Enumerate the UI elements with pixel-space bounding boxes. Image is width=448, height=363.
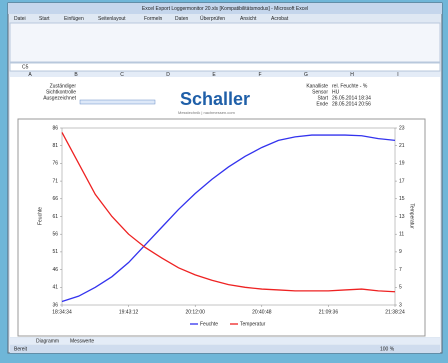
x-tick-label: 18:34:34 xyxy=(52,309,72,315)
y-tick-label: 66 xyxy=(52,196,58,202)
zoom: 100 % xyxy=(380,346,395,352)
info-value: HU xyxy=(332,89,340,95)
column-header xyxy=(10,72,440,77)
x-tick-label: 20:40:48 xyxy=(252,309,272,315)
sheet-tab[interactable]: Diagramm xyxy=(36,338,59,344)
y2-tick-label: 17 xyxy=(399,178,405,184)
blank xyxy=(76,80,176,117)
field-label: Ausgezeichnet xyxy=(43,95,76,101)
column-label: I xyxy=(397,72,398,78)
info-value: 28.05.2014 20:56 xyxy=(332,101,371,107)
column-label: B xyxy=(74,72,78,78)
x-tick-label: 21:38:24 xyxy=(385,309,405,315)
x-tick-label: 20:12:00 xyxy=(185,309,205,315)
info-label: Kanalliste xyxy=(306,83,328,89)
column-label: A xyxy=(28,72,32,78)
y-tick-label: 51 xyxy=(52,249,58,255)
y-tick-label: 41 xyxy=(52,285,58,291)
y-tick-label: 61 xyxy=(52,214,58,220)
y2-tick-label: 15 xyxy=(399,196,405,202)
column-label: E xyxy=(212,72,216,78)
y2-tick-label: 13 xyxy=(399,214,405,220)
ribbon xyxy=(9,22,441,63)
y-tick-label: 81 xyxy=(52,143,58,149)
y2-tick-label: 11 xyxy=(399,232,404,238)
logo: Schaller xyxy=(180,89,250,109)
column-label: F xyxy=(258,72,261,78)
formula-bar xyxy=(9,62,441,72)
y2-tick-label: 19 xyxy=(399,161,405,167)
ribbon-tab[interactable]: Formeln xyxy=(144,16,163,22)
series-line xyxy=(61,134,396,303)
status: Bereit xyxy=(14,346,28,352)
column-label: D xyxy=(166,72,170,78)
y-tick-label: 46 xyxy=(52,267,58,273)
tagline: Messtechnik | nachmessen.com xyxy=(178,110,236,115)
y2-axis-title: Temperatur xyxy=(409,203,415,229)
x-tick-label: 21:09:36 xyxy=(319,309,339,315)
y-tick-label: 36 xyxy=(52,302,58,308)
legend-label: Temperatur xyxy=(240,321,266,327)
field-label: Zuständiger xyxy=(50,83,77,89)
status-bar xyxy=(10,345,440,353)
info-value: 26.05.2014 18:34 xyxy=(332,95,371,101)
title-bar xyxy=(8,3,442,14)
chart-area xyxy=(17,118,426,337)
y2-tick-label: 21 xyxy=(399,143,405,149)
ribbon-tab[interactable]: Datei xyxy=(14,16,26,22)
column-label: G xyxy=(304,72,308,78)
ribbon-tab[interactable]: Überprüfen xyxy=(200,15,225,22)
y-tick-label: 56 xyxy=(52,232,58,238)
info-label: Ende xyxy=(316,101,328,107)
x-tick-label: 19:43:12 xyxy=(119,309,139,315)
window-title: Excel Export Loggermonitor 20.xls [Kompa… xyxy=(142,6,308,12)
ribbon-tab[interactable]: Acrobat xyxy=(271,16,289,22)
column-label: C xyxy=(120,72,124,78)
y-tick-label: 76 xyxy=(52,161,58,167)
cell-ref: C5 xyxy=(22,64,29,70)
y2-tick-label: 5 xyxy=(399,285,402,291)
y-tick-label: 86 xyxy=(52,125,58,131)
legend-label: Feuchte xyxy=(200,321,218,327)
y2-tick-label: 3 xyxy=(399,302,402,308)
y2-tick-label: 7 xyxy=(399,267,402,273)
ribbon-tab[interactable]: Start xyxy=(39,16,50,22)
y2-tick-label: 9 xyxy=(399,249,402,255)
y-axis-title: Feuchte xyxy=(37,207,43,225)
y2-tick-label: 23 xyxy=(399,125,405,131)
ribbon-tab[interactable]: Ansicht xyxy=(240,16,257,22)
sheet-tab[interactable]: Messwerte xyxy=(70,338,94,344)
input-cell[interactable] xyxy=(79,99,156,105)
info-value: rel. Feuchte - % xyxy=(332,83,368,89)
y-tick-label: 71 xyxy=(52,178,58,184)
series-line xyxy=(61,132,396,293)
ribbon-tab[interactable]: Einfügen xyxy=(64,16,84,22)
info-label: Start xyxy=(317,95,328,101)
field-label: Sichtkontrolle xyxy=(46,89,76,95)
column-label: H xyxy=(350,72,354,78)
ribbon-tab[interactable]: Seitenlayout xyxy=(98,16,126,22)
sheet-tabs xyxy=(10,338,440,344)
ribbon-tab[interactable]: Daten xyxy=(175,16,189,22)
info-label: Sensor xyxy=(312,89,328,95)
